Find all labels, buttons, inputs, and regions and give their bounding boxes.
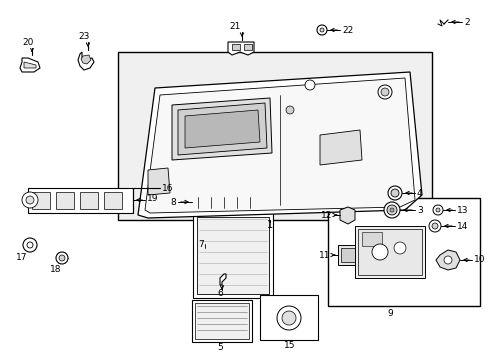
Text: 12: 12 bbox=[320, 211, 331, 220]
Bar bbox=[197, 217, 268, 294]
Bar bbox=[193, 213, 272, 298]
Polygon shape bbox=[435, 250, 459, 270]
Text: 3: 3 bbox=[416, 206, 422, 215]
Text: 21: 21 bbox=[229, 22, 240, 31]
Polygon shape bbox=[24, 62, 36, 68]
Text: 7: 7 bbox=[198, 239, 203, 248]
Text: 8: 8 bbox=[170, 198, 176, 207]
Bar bbox=[323, 138, 336, 148]
Bar bbox=[28, 188, 133, 213]
Bar bbox=[80, 192, 98, 209]
Text: 20: 20 bbox=[22, 37, 33, 46]
Polygon shape bbox=[244, 44, 251, 50]
Circle shape bbox=[428, 220, 440, 232]
Text: 9: 9 bbox=[386, 310, 392, 319]
Circle shape bbox=[431, 223, 437, 229]
Circle shape bbox=[387, 186, 401, 200]
Circle shape bbox=[316, 25, 326, 35]
Bar bbox=[340, 248, 362, 262]
Polygon shape bbox=[81, 55, 91, 64]
Text: 18: 18 bbox=[50, 266, 61, 274]
Polygon shape bbox=[319, 130, 361, 165]
Text: 22: 22 bbox=[341, 26, 352, 35]
Text: 23: 23 bbox=[78, 32, 89, 41]
Polygon shape bbox=[20, 58, 40, 72]
Polygon shape bbox=[178, 103, 266, 155]
Circle shape bbox=[276, 306, 301, 330]
Bar bbox=[152, 175, 163, 183]
Circle shape bbox=[389, 208, 393, 212]
Text: 14: 14 bbox=[456, 221, 468, 230]
Bar bbox=[327, 198, 479, 306]
Polygon shape bbox=[184, 110, 260, 148]
Circle shape bbox=[26, 196, 34, 204]
Circle shape bbox=[285, 106, 293, 114]
Bar bbox=[260, 295, 317, 340]
Polygon shape bbox=[231, 44, 240, 50]
Circle shape bbox=[377, 85, 391, 99]
Bar bbox=[323, 150, 336, 158]
Bar bbox=[331, 140, 336, 146]
Bar bbox=[354, 226, 424, 278]
Bar bbox=[104, 192, 122, 209]
Circle shape bbox=[23, 238, 37, 252]
Circle shape bbox=[371, 244, 387, 260]
Bar bbox=[361, 232, 381, 246]
Circle shape bbox=[432, 205, 442, 215]
Circle shape bbox=[393, 242, 405, 254]
Bar bbox=[56, 192, 74, 209]
Polygon shape bbox=[172, 98, 271, 160]
Bar bbox=[195, 303, 248, 339]
Circle shape bbox=[27, 242, 33, 248]
Circle shape bbox=[435, 208, 439, 212]
Circle shape bbox=[319, 28, 324, 32]
Bar bbox=[118, 52, 431, 220]
Bar bbox=[32, 192, 50, 209]
Text: 17: 17 bbox=[16, 253, 28, 262]
Text: 4: 4 bbox=[416, 189, 422, 198]
Circle shape bbox=[22, 192, 38, 208]
Text: 10: 10 bbox=[473, 256, 485, 265]
Circle shape bbox=[305, 80, 314, 90]
Text: 15: 15 bbox=[284, 341, 295, 350]
Circle shape bbox=[386, 205, 396, 215]
Text: 13: 13 bbox=[456, 206, 468, 215]
Bar bbox=[192, 300, 251, 342]
Polygon shape bbox=[145, 78, 414, 213]
Text: 19: 19 bbox=[147, 194, 158, 202]
Text: 1: 1 bbox=[266, 220, 272, 230]
Bar bbox=[192, 195, 273, 210]
Bar bbox=[325, 140, 329, 146]
Text: 16: 16 bbox=[162, 184, 173, 193]
Text: 2: 2 bbox=[463, 18, 468, 27]
Circle shape bbox=[59, 255, 65, 261]
Text: 6: 6 bbox=[217, 289, 223, 298]
Circle shape bbox=[390, 189, 398, 197]
Bar bbox=[151, 173, 164, 185]
Polygon shape bbox=[220, 274, 225, 285]
Circle shape bbox=[56, 252, 68, 264]
Bar bbox=[337, 245, 365, 265]
Polygon shape bbox=[138, 72, 421, 218]
Text: 11: 11 bbox=[318, 251, 329, 260]
Circle shape bbox=[380, 88, 388, 96]
Polygon shape bbox=[227, 42, 253, 55]
Polygon shape bbox=[339, 207, 354, 224]
Polygon shape bbox=[148, 168, 170, 195]
Bar bbox=[357, 229, 421, 275]
Circle shape bbox=[383, 202, 399, 218]
Text: 5: 5 bbox=[217, 343, 223, 352]
Circle shape bbox=[443, 256, 451, 264]
Polygon shape bbox=[78, 52, 94, 70]
Circle shape bbox=[282, 311, 295, 325]
